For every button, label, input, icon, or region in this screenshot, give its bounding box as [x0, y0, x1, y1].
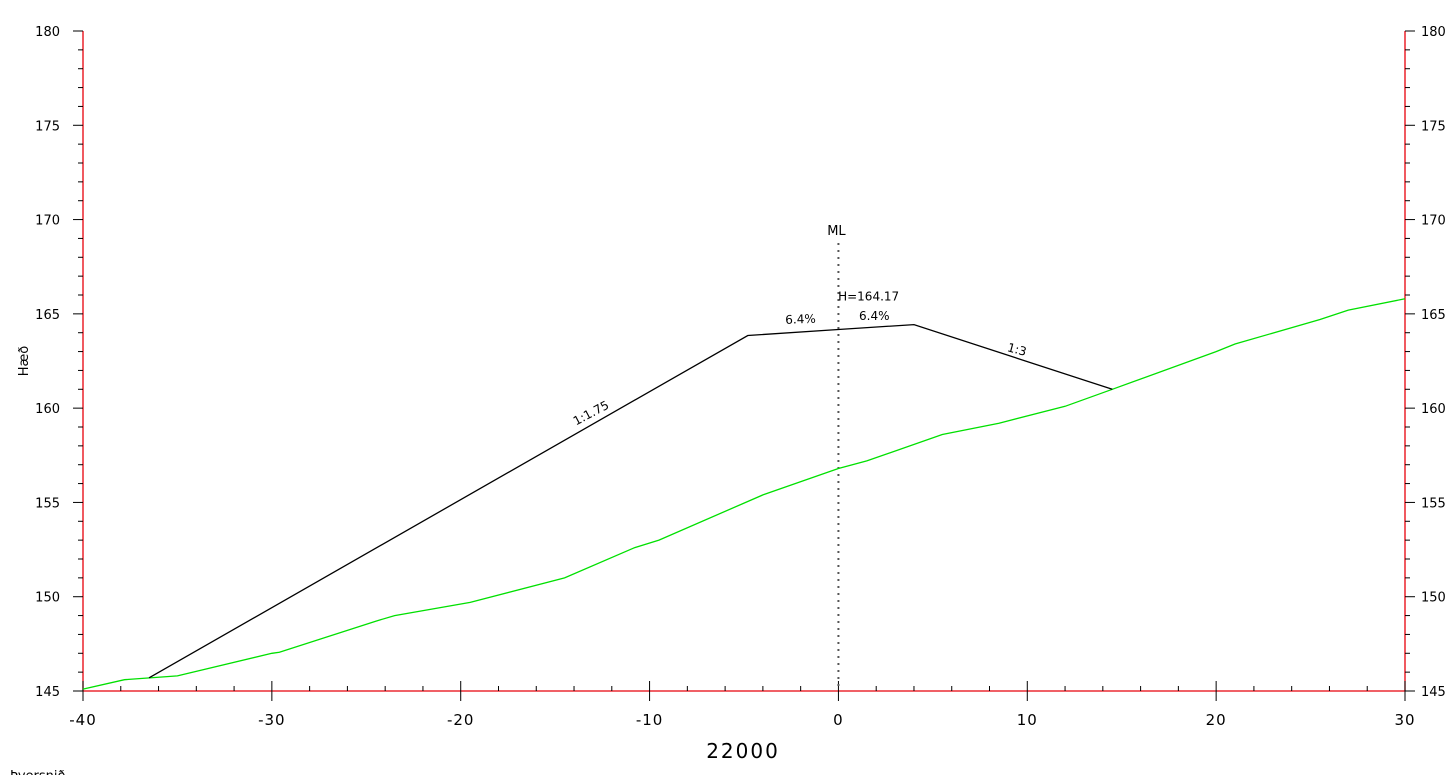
y-tick-label-right: 180 [1421, 25, 1446, 40]
ticks: 145 145 150 150 155 155 160 160 165 165 170 170 175 1… [35, 25, 1446, 729]
x-tick-label: -20 [447, 711, 475, 729]
x-tick-label: 30 [1394, 711, 1415, 729]
y-tick-label-left: 180 [35, 25, 60, 40]
slope-annotation: 1:3 [1006, 340, 1028, 359]
y-tick-label-left: 150 [35, 591, 60, 606]
y-tick-label-left: 170 [35, 214, 60, 229]
slope-annotation: H=164.17 [838, 290, 899, 304]
x-tick-label: -10 [636, 711, 664, 729]
y-axis-label: Hæð [17, 346, 32, 377]
y-tick-label-left: 175 [35, 119, 60, 134]
y-tick-label-right: 155 [1421, 496, 1446, 511]
y-tick-label-right: 170 [1421, 214, 1446, 229]
y-tick-label-left: 155 [35, 496, 60, 511]
series [82, 243, 1406, 691]
y-tick-label-left: 145 [35, 685, 60, 700]
y-tick-label-right: 145 [1421, 685, 1446, 700]
slope-annotation: 6.4% [785, 312, 816, 327]
x-tick-label: -40 [69, 711, 97, 729]
x-axis-label-partial: Þversnið [10, 769, 66, 775]
slope-annotation: 6.4% [859, 309, 890, 323]
x-tick-label: 10 [1017, 711, 1038, 729]
design-line [148, 323, 1113, 679]
y-tick-label-right: 165 [1421, 308, 1446, 323]
x-tick-label: 0 [833, 711, 844, 729]
station-label: 22000 [706, 739, 780, 763]
slope-annotation: 1:1.75 [571, 398, 611, 428]
centerline-label: ML [827, 224, 846, 239]
axes [82, 31, 1406, 692]
y-tick-label-left: 165 [35, 308, 60, 323]
y-tick-label-right: 160 [1421, 402, 1446, 417]
y-tick-label-left: 160 [35, 402, 60, 417]
y-tick-label-right: 175 [1421, 119, 1446, 134]
labels: ML 1:1.75 6.4% 6.4% H=164.17 1:3 22000 Hæð Þvers… [10, 224, 1028, 775]
x-tick-label: 20 [1206, 711, 1227, 729]
x-tick-label: -30 [258, 711, 286, 729]
terrain-line [82, 298, 1406, 690]
y-tick-label-right: 150 [1421, 591, 1446, 606]
